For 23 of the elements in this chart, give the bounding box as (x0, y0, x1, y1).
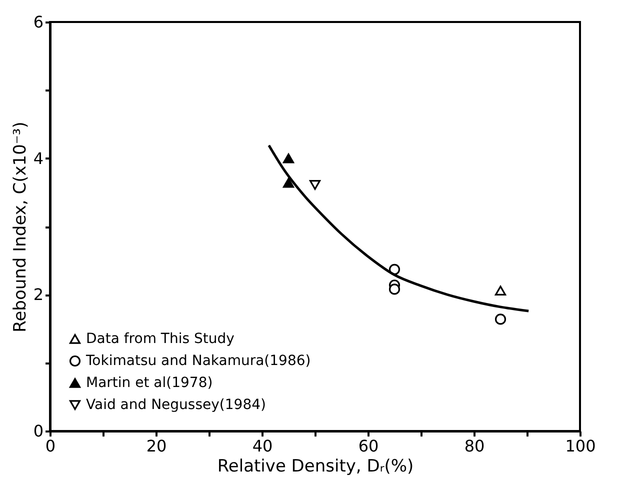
line-series (268, 144, 530, 312)
legend-label: Vaid and Negussey(1984) (86, 397, 266, 413)
y-tick-label: 4 (33, 148, 44, 168)
x-tick-label: 40 (252, 436, 273, 456)
legend-label: Tokimatsu and Nakamura(1986) (85, 353, 311, 369)
y-tick-label: 6 (33, 12, 44, 32)
y-tick-label: 2 (33, 285, 44, 304)
x-tick-label: 20 (146, 436, 167, 456)
point (282, 178, 294, 188)
legend-label: Data from This Study (86, 331, 234, 347)
x-tick-label: 100 (565, 436, 596, 456)
y-tick-label: 0 (33, 422, 44, 440)
point (282, 153, 294, 164)
point (309, 180, 321, 190)
x-tick-label: 0 (45, 436, 56, 456)
x-tick-label: 80 (464, 436, 485, 456)
point (388, 284, 400, 295)
point (494, 314, 506, 325)
x-tick-label: 60 (358, 436, 379, 456)
legend-label: Martin et al(1978) (86, 375, 213, 391)
y-axis-title: Rebound Index, C(x10⁻³) (10, 122, 30, 332)
x-axis-title: Relative Density, Dᵣ(%) (217, 456, 414, 476)
point (494, 286, 506, 296)
